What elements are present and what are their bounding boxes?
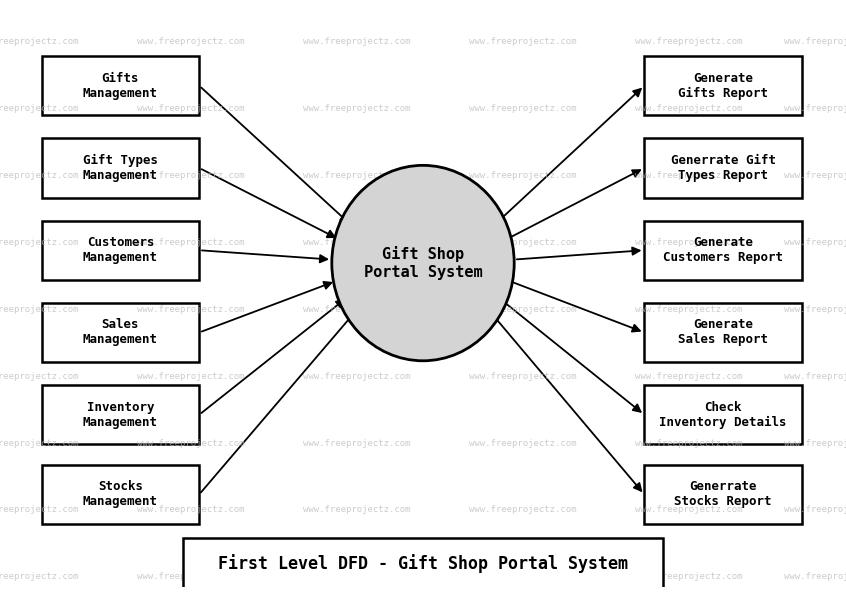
Text: www.freeprojectz.com: www.freeprojectz.com bbox=[137, 305, 244, 314]
Bar bbox=[41, 303, 199, 362]
Text: www.freeprojectz.com: www.freeprojectz.com bbox=[0, 238, 79, 247]
Text: www.freeprojectz.com: www.freeprojectz.com bbox=[469, 37, 576, 46]
Text: www.freeprojectz.com: www.freeprojectz.com bbox=[137, 171, 244, 180]
Text: Gift Types
Management: Gift Types Management bbox=[83, 154, 158, 182]
Text: www.freeprojectz.com: www.freeprojectz.com bbox=[783, 305, 846, 314]
Ellipse shape bbox=[332, 165, 514, 361]
Text: www.freeprojectz.com: www.freeprojectz.com bbox=[0, 572, 79, 581]
Text: www.freeprojectz.com: www.freeprojectz.com bbox=[137, 572, 244, 581]
Text: www.freeprojectz.com: www.freeprojectz.com bbox=[634, 104, 742, 113]
Text: www.freeprojectz.com: www.freeprojectz.com bbox=[634, 238, 742, 247]
Text: www.freeprojectz.com: www.freeprojectz.com bbox=[469, 104, 576, 113]
Bar bbox=[645, 465, 802, 524]
Text: www.freeprojectz.com: www.freeprojectz.com bbox=[137, 439, 244, 448]
Text: www.freeprojectz.com: www.freeprojectz.com bbox=[634, 439, 742, 448]
Text: www.freeprojectz.com: www.freeprojectz.com bbox=[137, 238, 244, 247]
Text: Customers
Management: Customers Management bbox=[83, 236, 158, 264]
Text: Generate
Gifts Report: Generate Gifts Report bbox=[678, 72, 768, 100]
Bar bbox=[645, 56, 802, 115]
Bar bbox=[645, 385, 802, 444]
Text: Gifts
Management: Gifts Management bbox=[83, 72, 158, 100]
Text: www.freeprojectz.com: www.freeprojectz.com bbox=[469, 305, 576, 314]
Text: www.freeprojectz.com: www.freeprojectz.com bbox=[634, 572, 742, 581]
Text: Generate
Customers Report: Generate Customers Report bbox=[663, 236, 783, 264]
Text: Check
Inventory Details: Check Inventory Details bbox=[659, 401, 787, 429]
Bar bbox=[41, 465, 199, 524]
Text: www.freeprojectz.com: www.freeprojectz.com bbox=[0, 439, 79, 448]
Text: First Level DFD - Gift Shop Portal System: First Level DFD - Gift Shop Portal Syste… bbox=[218, 554, 628, 573]
Text: www.freeprojectz.com: www.freeprojectz.com bbox=[783, 439, 846, 448]
Bar bbox=[645, 138, 802, 197]
Text: www.freeprojectz.com: www.freeprojectz.com bbox=[469, 572, 576, 581]
Text: www.freeprojectz.com: www.freeprojectz.com bbox=[137, 104, 244, 113]
Text: www.freeprojectz.com: www.freeprojectz.com bbox=[0, 37, 79, 46]
Text: www.freeprojectz.com: www.freeprojectz.com bbox=[783, 238, 846, 247]
Text: www.freeprojectz.com: www.freeprojectz.com bbox=[634, 37, 742, 46]
Text: www.freeprojectz.com: www.freeprojectz.com bbox=[783, 572, 846, 581]
Text: Generate
Sales Report: Generate Sales Report bbox=[678, 318, 768, 346]
Bar bbox=[41, 385, 199, 444]
Text: www.freeprojectz.com: www.freeprojectz.com bbox=[0, 171, 79, 180]
Text: www.freeprojectz.com: www.freeprojectz.com bbox=[303, 238, 410, 247]
Bar bbox=[645, 221, 802, 280]
Bar bbox=[645, 303, 802, 362]
Text: www.freeprojectz.com: www.freeprojectz.com bbox=[0, 505, 79, 515]
Text: www.freeprojectz.com: www.freeprojectz.com bbox=[783, 104, 846, 113]
Text: www.freeprojectz.com: www.freeprojectz.com bbox=[303, 439, 410, 448]
Text: Inventory
Management: Inventory Management bbox=[83, 401, 158, 429]
Text: www.freeprojectz.com: www.freeprojectz.com bbox=[303, 171, 410, 180]
Text: www.freeprojectz.com: www.freeprojectz.com bbox=[469, 505, 576, 515]
Bar bbox=[41, 221, 199, 280]
Text: Generrate
Stocks Report: Generrate Stocks Report bbox=[674, 480, 772, 509]
Text: www.freeprojectz.com: www.freeprojectz.com bbox=[0, 104, 79, 113]
Text: www.freeprojectz.com: www.freeprojectz.com bbox=[634, 505, 742, 515]
Bar bbox=[41, 138, 199, 197]
Text: www.freeprojectz.com: www.freeprojectz.com bbox=[469, 439, 576, 448]
Text: Generrate Gift
Types Report: Generrate Gift Types Report bbox=[671, 154, 776, 182]
Text: www.freeprojectz.com: www.freeprojectz.com bbox=[303, 505, 410, 515]
Text: www.freeprojectz.com: www.freeprojectz.com bbox=[469, 238, 576, 247]
Text: www.freeprojectz.com: www.freeprojectz.com bbox=[634, 305, 742, 314]
Text: www.freeprojectz.com: www.freeprojectz.com bbox=[634, 171, 742, 180]
Bar bbox=[41, 56, 199, 115]
Text: www.freeprojectz.com: www.freeprojectz.com bbox=[303, 572, 410, 581]
Text: www.freeprojectz.com: www.freeprojectz.com bbox=[634, 372, 742, 381]
Text: www.freeprojectz.com: www.freeprojectz.com bbox=[303, 104, 410, 113]
Text: www.freeprojectz.com: www.freeprojectz.com bbox=[137, 372, 244, 381]
Text: www.freeprojectz.com: www.freeprojectz.com bbox=[303, 37, 410, 46]
Text: www.freeprojectz.com: www.freeprojectz.com bbox=[783, 37, 846, 46]
Text: www.freeprojectz.com: www.freeprojectz.com bbox=[469, 171, 576, 180]
Text: Stocks
Management: Stocks Management bbox=[83, 480, 158, 509]
Text: www.freeprojectz.com: www.freeprojectz.com bbox=[783, 505, 846, 515]
Text: www.freeprojectz.com: www.freeprojectz.com bbox=[783, 171, 846, 180]
Text: www.freeprojectz.com: www.freeprojectz.com bbox=[137, 505, 244, 515]
Text: www.freeprojectz.com: www.freeprojectz.com bbox=[783, 372, 846, 381]
Text: www.freeprojectz.com: www.freeprojectz.com bbox=[0, 305, 79, 314]
Text: www.freeprojectz.com: www.freeprojectz.com bbox=[303, 372, 410, 381]
Text: www.freeprojectz.com: www.freeprojectz.com bbox=[0, 372, 79, 381]
Text: www.freeprojectz.com: www.freeprojectz.com bbox=[137, 37, 244, 46]
Text: Gift Shop
Portal System: Gift Shop Portal System bbox=[364, 246, 482, 280]
Text: www.freeprojectz.com: www.freeprojectz.com bbox=[303, 305, 410, 314]
Bar bbox=[183, 538, 663, 589]
Text: Sales
Management: Sales Management bbox=[83, 318, 158, 346]
Text: www.freeprojectz.com: www.freeprojectz.com bbox=[469, 372, 576, 381]
